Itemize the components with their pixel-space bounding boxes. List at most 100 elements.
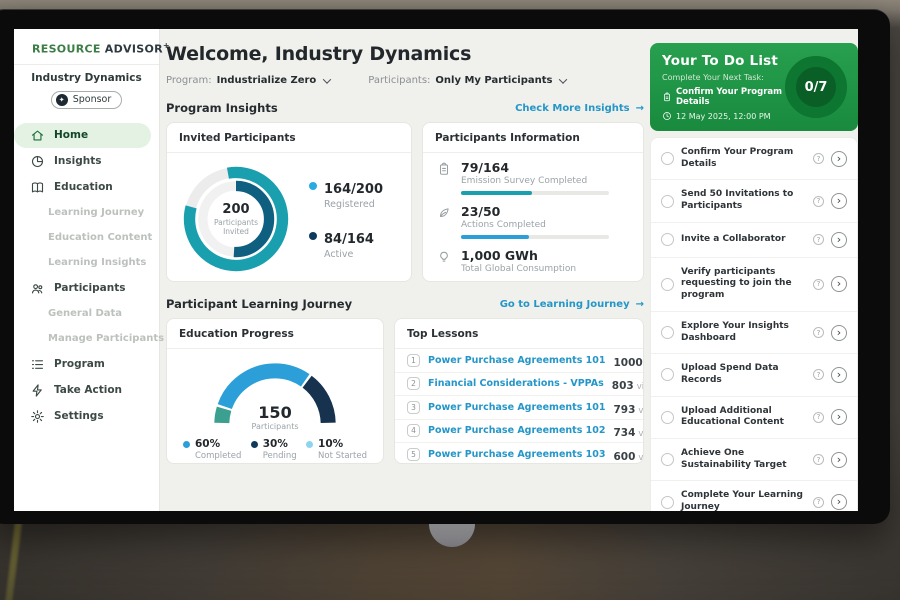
sidebar-item-manage-participants[interactable]: Manage Participants (14, 327, 151, 351)
sidebar-item-home[interactable]: Home (14, 123, 151, 148)
todo-task-send-50-invitations-to-participants[interactable]: Send 50 Invitations to Participants ? › (651, 180, 857, 222)
photo-stage: RESOURCE ADVISOR+ Industry Dynamics ✦ Sp… (0, 0, 900, 600)
todo-task-confirm-your-program-details[interactable]: Confirm Your Program Details ? › (651, 138, 857, 180)
task-checkbox[interactable] (661, 453, 674, 466)
participant-stat: 23/50 Actions Completed (437, 204, 629, 239)
task-checkbox[interactable] (661, 411, 674, 424)
go-to-learning-journey-label: Go to Learning Journey (500, 299, 630, 310)
chevron-right-icon[interactable]: › (831, 276, 847, 292)
chevron-right-icon[interactable]: › (831, 325, 847, 341)
todo-task-upload-additional-educational-content[interactable]: Upload Additional Educational Content ? … (651, 397, 857, 439)
lesson-row[interactable]: 1 Power Purchase Agreements 101 1000view… (395, 349, 643, 373)
sidebar-item-education[interactable]: Education (14, 175, 151, 200)
legend-dot-icon (306, 441, 313, 448)
lesson-link[interactable]: Power Purchase Agreements 101 (428, 355, 606, 366)
sidebar: RESOURCE ADVISOR+ Industry Dynamics ✦ Sp… (14, 29, 160, 511)
todo-task-achieve-one-sustainability-target[interactable]: Achieve One Sustainability Target ? › (651, 439, 857, 481)
gauge-participant-count: 150 (201, 403, 349, 422)
help-icon[interactable]: ? (813, 454, 824, 465)
help-icon[interactable]: ? (813, 196, 824, 207)
home-icon (30, 128, 45, 143)
check-more-insights-link[interactable]: Check More Insights → (515, 103, 644, 114)
todo-task-explore-your-insights-dashboard[interactable]: Explore Your Insights Dashboard ? › (651, 312, 857, 354)
chevron-right-icon[interactable]: › (831, 494, 847, 510)
lesson-link[interactable]: Financial Considerations - VPPAs (428, 378, 604, 389)
program-filter-dropdown[interactable]: Program: Industrialize Zero (166, 75, 330, 86)
sidebar-item-insights[interactable]: Insights (14, 149, 151, 174)
organization-name: Industry Dynamics (14, 72, 159, 84)
progress-bar (461, 191, 609, 195)
todo-list-card: Confirm Your Program Details ? › Send 50… (650, 137, 858, 511)
task-checkbox[interactable] (661, 496, 674, 509)
lesson-rank-badge: 4 (407, 424, 420, 437)
help-icon[interactable]: ? (813, 369, 824, 380)
participants-filter-dropdown[interactable]: Participants: Only My Participants (368, 75, 566, 86)
todo-task-verify-participants-requesting-to-join-the-program[interactable]: Verify participants requesting to join t… (651, 258, 857, 312)
main-content: Welcome, Industry Dynamics Program: Indu… (166, 29, 644, 464)
education-progress-gauge: 150 Participants (201, 357, 349, 431)
task-checkbox[interactable] (661, 368, 674, 381)
todo-next-task[interactable]: Confirm Your Program Details (662, 87, 790, 107)
clipboard-icon (437, 162, 451, 176)
sidebar-item-take-action[interactable]: Take Action (14, 378, 151, 403)
donut-legend-entry: 164/200 Registered (309, 178, 383, 210)
todo-task-complete-your-learning-journey[interactable]: Complete Your Learning Journey ? › (651, 481, 857, 511)
lightbulb-icon (437, 250, 451, 264)
sidebar-item-participants[interactable]: Participants (14, 276, 151, 301)
lesson-row[interactable]: 2 Financial Considerations - VPPAs 803vi… (395, 373, 643, 397)
help-icon[interactable]: ? (813, 412, 824, 423)
lesson-row[interactable]: 5 Power Purchase Agreements 103 600views (395, 443, 643, 464)
app-window: RESOURCE ADVISOR+ Industry Dynamics ✦ Sp… (14, 29, 858, 511)
todo-progress-ring: 0/7 (785, 56, 847, 118)
help-icon[interactable]: ? (813, 497, 824, 508)
task-checkbox[interactable] (661, 233, 674, 246)
task-checkbox[interactable] (661, 195, 674, 208)
help-icon[interactable]: ? (813, 234, 824, 245)
help-icon[interactable]: ? (813, 153, 824, 164)
gauge-legend: 60% Completed 30% Pending 10% Not Starte… (167, 431, 383, 461)
task-checkbox[interactable] (661, 278, 674, 291)
sponsor-badge[interactable]: ✦ Sponsor (51, 91, 123, 109)
legend-dot-icon (309, 182, 317, 190)
chevron-right-icon[interactable]: › (831, 367, 847, 383)
lesson-row[interactable]: 3 Power Purchase Agreements 101 793views (395, 396, 643, 420)
participants-icon (30, 281, 45, 296)
help-icon[interactable]: ? (813, 327, 824, 338)
chevron-right-icon[interactable]: › (831, 232, 847, 248)
lesson-link[interactable]: Power Purchase Agreements 102 (428, 425, 606, 436)
sidebar-item-settings[interactable]: Settings (14, 404, 151, 429)
todo-task-upload-spend-data-records[interactable]: Upload Spend Data Records ? › (651, 354, 857, 396)
todo-task-list: Confirm Your Program Details ? › Send 50… (651, 138, 857, 511)
lesson-link[interactable]: Power Purchase Agreements 103 (428, 449, 606, 460)
logo-advisor: ADVISOR (105, 43, 163, 56)
arrow-right-icon: → (636, 299, 644, 310)
sidebar-item-education-content[interactable]: Education Content (14, 226, 151, 250)
go-to-learning-journey-link[interactable]: Go to Learning Journey → (500, 299, 644, 310)
sidebar-item-learning-insights[interactable]: Learning Insights (14, 251, 151, 275)
education-icon (30, 180, 45, 195)
leaf-icon (437, 206, 451, 220)
chevron-down-icon (323, 75, 331, 83)
progress-bar (461, 235, 609, 239)
invited-participants-donut: 200 Participants Invited (173, 157, 299, 281)
lesson-link[interactable]: Power Purchase Agreements 101 (428, 402, 606, 413)
sidebar-item-learning-journey[interactable]: Learning Journey (14, 201, 151, 225)
gauge-legend-entry: 30% Pending (251, 438, 297, 461)
gauge-participant-label: Participants (201, 422, 349, 431)
chevron-right-icon[interactable]: › (831, 452, 847, 468)
participants-filter-value: Only My Participants (435, 75, 552, 86)
chevron-right-icon[interactable]: › (831, 409, 847, 425)
lesson-row[interactable]: 4 Power Purchase Agreements 102 734views (395, 420, 643, 444)
insights-icon (30, 154, 45, 169)
todo-task-invite-a-collaborator[interactable]: Invite a Collaborator ? › (651, 223, 857, 258)
app-logo: RESOURCE ADVISOR+ (14, 39, 159, 64)
learning-journey-header: Participant Learning Journey Go to Learn… (166, 297, 644, 311)
task-checkbox[interactable] (661, 152, 674, 165)
chevron-right-icon[interactable]: › (831, 151, 847, 167)
sidebar-item-program[interactable]: Program (14, 352, 151, 377)
help-icon[interactable]: ? (813, 279, 824, 290)
task-checkbox[interactable] (661, 326, 674, 339)
chevron-right-icon[interactable]: › (831, 193, 847, 209)
sidebar-item-general-data[interactable]: General Data (14, 302, 151, 326)
participants-information-stats: 79/164 Emission Survey Completed 23/50 A… (423, 153, 643, 282)
